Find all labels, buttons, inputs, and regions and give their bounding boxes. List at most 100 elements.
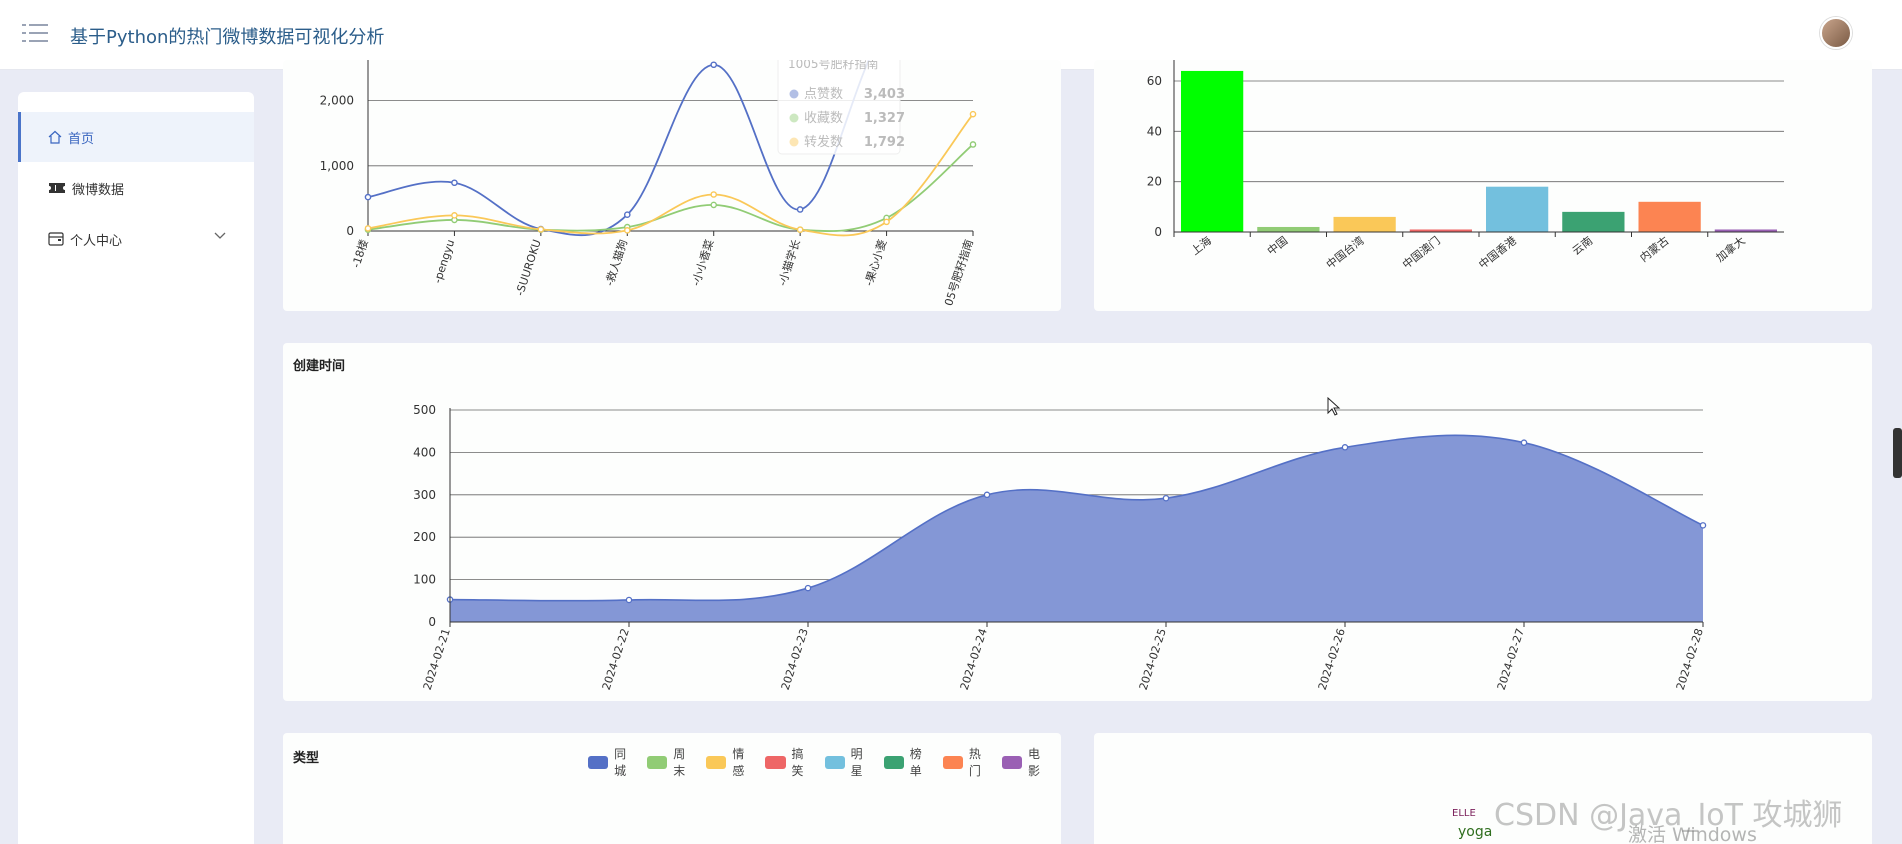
data-point	[796, 206, 804, 213]
y-tick-label: 60	[1147, 74, 1162, 88]
legend-item[interactable]: 热门	[942, 745, 991, 779]
y-tick-label: 2,000	[320, 94, 354, 108]
data-point	[623, 227, 631, 234]
region-bar-chart: 0 20 40 60 上海 中国 中国台湾 中国澳门 中国香港 云南 内蒙古 加拿大	[1147, 60, 1784, 271]
series-line	[367, 143, 974, 232]
types-chart-card: 类型 同城 周末 情感 搞笑 明星 榜单 热门 电影	[283, 733, 1061, 844]
menu-toggle-icon[interactable]	[22, 22, 48, 44]
legend-swatch	[588, 755, 609, 769]
card-title: 创建时间	[293, 359, 346, 374]
legend-label: 情感	[732, 747, 745, 778]
series-line	[367, 60, 870, 237]
data-point	[710, 201, 718, 209]
x-tick-label: 中国	[1265, 234, 1290, 258]
bar	[1486, 186, 1549, 232]
data-point	[969, 110, 977, 118]
tooltip-label: 点赞数	[804, 87, 843, 102]
legend-item[interactable]: 明星	[824, 745, 873, 779]
data-point	[1699, 522, 1707, 529]
scrollbar-thumb[interactable]	[1893, 428, 1902, 478]
bar	[1638, 201, 1701, 232]
types-legend: 同城 周末 情感 搞笑 明星 榜单 热门 电影	[588, 745, 1061, 779]
x-tick-label: 内蒙古	[1637, 233, 1672, 264]
legend-item[interactable]: 榜单	[883, 745, 932, 779]
data-point	[710, 191, 718, 198]
data-point	[796, 226, 804, 233]
data-point	[537, 226, 545, 233]
x-tick-label: -果心小菱	[862, 238, 889, 288]
data-point	[1520, 439, 1528, 446]
legend-label: 周末	[673, 747, 686, 778]
x-tick-label: 云南	[1570, 234, 1595, 258]
legend-swatch	[765, 755, 786, 769]
interaction-line-chart-card: 0 1,000 2,000 -18楼 -pengyu -SUUROKU -救人猫狗 -小小香菜…	[283, 53, 1061, 311]
y-tick-label: 500	[413, 403, 436, 417]
tooltip-value: 1,792	[864, 135, 905, 150]
legend-item[interactable]: 情感	[706, 745, 754, 779]
x-tick-label: 2024-02-28	[1674, 627, 1706, 692]
tooltip-label: 转发数	[804, 134, 843, 150]
legend-item[interactable]: 同城	[588, 745, 636, 779]
data-point	[710, 61, 718, 69]
x-tick-label: 2024-02-23	[779, 627, 811, 692]
data-point	[451, 179, 458, 187]
x-tick-label: 加拿大	[1713, 233, 1748, 264]
y-tick-label: 400	[413, 445, 436, 459]
sidebar-item-label: 微博数据	[72, 182, 125, 198]
x-tick-label: 2024-02-27	[1495, 627, 1527, 692]
ticket-icon	[49, 183, 65, 193]
x-tick-label: 2024-02-21	[421, 627, 453, 692]
bar	[1257, 226, 1320, 232]
y-tick-label: 0	[428, 615, 436, 629]
tooltip-marker	[789, 113, 799, 123]
interaction-line-chart: 0 1,000 2,000 -18楼 -pengyu -SUUROKU -救人猫狗 -小小香菜…	[320, 53, 977, 308]
y-tick-label: 200	[413, 530, 436, 544]
legend-swatch	[942, 755, 963, 769]
data-point	[364, 225, 372, 232]
chevron-down-icon[interactable]	[214, 232, 226, 240]
y-tick-label: 0	[346, 224, 354, 238]
sidebar-item-label: 首页	[68, 131, 95, 147]
sidebar-item-weibo-data[interactable]: 微博数据	[18, 163, 254, 213]
data-point	[1341, 444, 1349, 451]
data-point	[451, 212, 458, 219]
tooltip-marker	[789, 89, 799, 99]
sidebar: 首页 微博数据 个人中心	[18, 92, 254, 844]
tooltip-value: 1,327	[864, 111, 905, 126]
windows-activation-notice: 激活 Windows	[1628, 824, 1757, 844]
y-tick-label: 300	[413, 488, 436, 502]
x-tick-label: 中国香港	[1476, 234, 1519, 271]
x-tick-label: 2024-02-24	[958, 627, 990, 692]
data-point	[983, 491, 991, 499]
sidebar-item-home[interactable]: 首页	[18, 112, 254, 162]
legend-swatch	[1001, 755, 1023, 769]
x-tick-label: -小小香菜	[689, 238, 716, 288]
created-time-area-chart: 0 100 200 300 400 500 2024-02-21 2024-02-22 2024…	[413, 403, 1707, 692]
created-time-chart-card: 创建时间 0 100 200 300 400 500 2024-02-21 2024-02-2…	[283, 343, 1872, 701]
sidebar-item-personal-center[interactable]: 个人中心	[18, 214, 254, 264]
x-tick-label: 中国澳门	[1399, 233, 1442, 271]
legend-swatch	[706, 755, 727, 769]
legend-item[interactable]: 电影	[1001, 745, 1050, 779]
legend-label: 榜单	[909, 747, 922, 778]
bar	[1333, 216, 1396, 232]
x-tick-label: -救人猫狗	[602, 238, 630, 288]
x-tick-label: -pengyu	[431, 238, 457, 285]
data-point	[1162, 494, 1170, 502]
data-point	[364, 193, 372, 201]
watermark: CSDN @Java_IoT 攻城狮	[1494, 798, 1843, 833]
data-point	[969, 141, 977, 148]
legend-label: 热门	[968, 747, 981, 778]
tooltip-value: 3,403	[864, 87, 905, 102]
x-tick-label: -小猫学长	[775, 238, 803, 288]
region-bar-chart-card: 0 20 40 60 上海 中国 中国台湾 中国澳门 中国香港 云南 内蒙古 加拿大	[1094, 60, 1872, 311]
legend-swatch	[647, 755, 668, 769]
user-avatar[interactable]	[1820, 17, 1852, 49]
legend-item[interactable]: 搞笑	[765, 745, 813, 779]
legend-item[interactable]: 周末	[647, 745, 695, 779]
data-point	[623, 211, 631, 218]
x-tick-label: 2024-02-22	[600, 627, 632, 692]
series-line	[449, 434, 1704, 602]
data-point	[804, 584, 812, 592]
y-tick-label: 1,000	[320, 159, 354, 173]
